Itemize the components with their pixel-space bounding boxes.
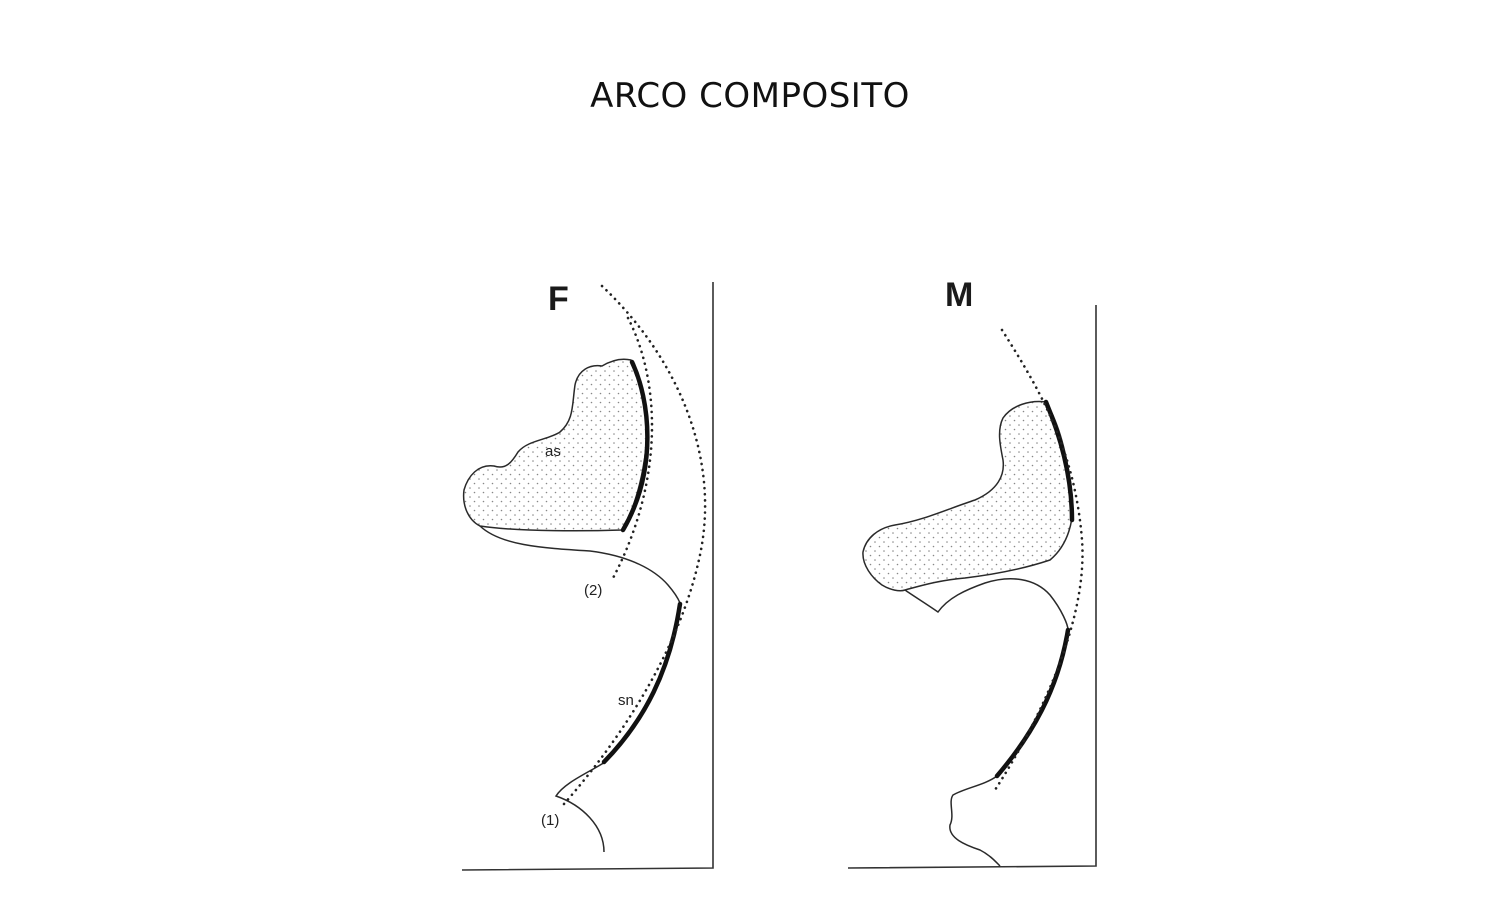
- panel-letter-male: M: [945, 276, 973, 314]
- page-title: ARCO COMPOSITO: [590, 76, 910, 116]
- nostril-curve-male: [904, 578, 1069, 631]
- panel-female: F as sn (2) (1): [461, 280, 714, 871]
- composite-arc-outer-female: [562, 284, 707, 806]
- lip-profile-female: [554, 602, 681, 853]
- frame-lines-male: [847, 305, 1097, 869]
- point-2-label: (2): [584, 582, 602, 599]
- point-1-label: (1): [541, 812, 559, 829]
- subnasal-lip-emphasis-female: [601, 601, 683, 765]
- nasal-dorsum-emphasis-female: [620, 359, 650, 533]
- subnasal-label: sn: [618, 692, 634, 709]
- alar-label: as: [545, 443, 561, 460]
- subnasal-lip-emphasis-male: [994, 627, 1071, 779]
- composite-arc-male: [993, 328, 1084, 792]
- panel-male: M: [847, 276, 1097, 869]
- panel-letter-female: F: [548, 280, 569, 318]
- lip-profile-male: [949, 629, 1069, 867]
- alar-region-male: [862, 400, 1074, 592]
- nasal-dorsum-emphasis-male: [1043, 399, 1075, 523]
- frame-lines-female: [461, 282, 714, 871]
- nostril-curve-female: [479, 525, 681, 604]
